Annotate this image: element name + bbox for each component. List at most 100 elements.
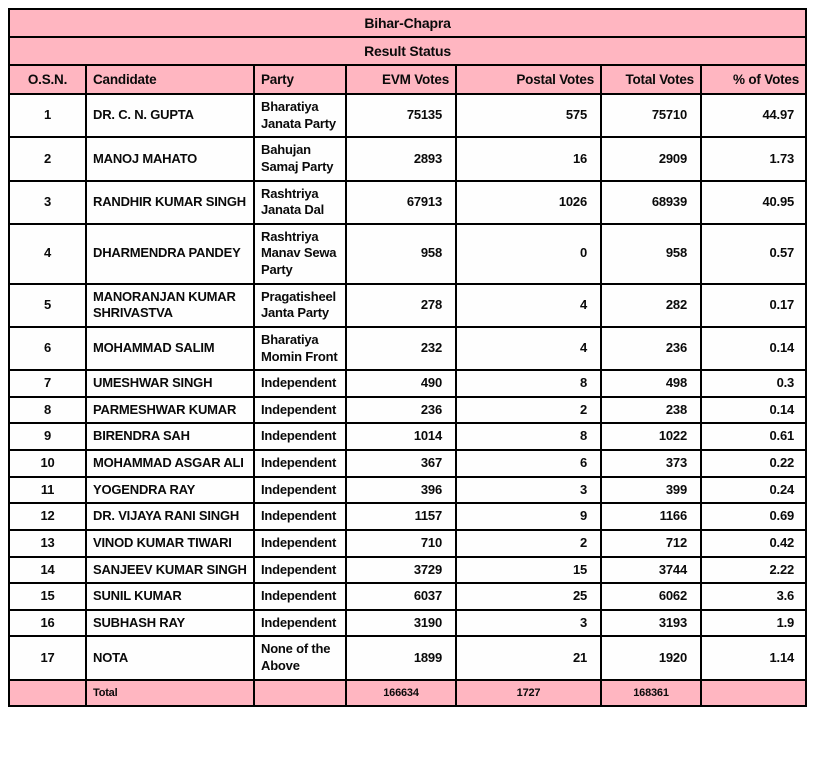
cell-pct: 1.9 (699, 608, 808, 638)
cell-candidate: UMESHWAR SINGH (85, 369, 255, 398)
cell-candidate: MANORANJAN KUMAR SHRIVASTVA (85, 282, 255, 328)
cell-pct: 0.57 (699, 222, 808, 285)
cell-pct: 0.61 (699, 422, 808, 451)
cell-postal: 4 (455, 325, 602, 372)
cell-evm: 2893 (345, 136, 457, 182)
cell-postal: 2 (455, 528, 602, 558)
cell-candidate: SUNIL KUMAR (85, 582, 255, 611)
cell-party: Rashtriya Janata Dal (253, 179, 347, 225)
cell-evm: 1899 (345, 635, 457, 681)
table-row: 1 DR. C. N. GUPTA Bharatiya Janata Party 75… (8, 92, 808, 139)
cell-postal: 2 (455, 395, 602, 425)
cell-osn: 12 (8, 502, 87, 531)
cell-total: 958 (600, 222, 702, 285)
cell-party: Independent (253, 449, 347, 478)
cell-pct: 0.24 (699, 475, 808, 505)
total-row: Total 166634 1727 168361 (8, 678, 808, 707)
table-row: 11 YOGENDRA RAY Independent 396 3 399 0.24 (8, 475, 808, 505)
table-row: 5 MANORANJAN KUMAR SHRIVASTVA Pragatisheel… (8, 282, 808, 328)
cell-evm: 232 (345, 325, 457, 372)
total-evm-votes: 166634 (345, 678, 457, 707)
cell-total: 373 (600, 449, 702, 478)
cell-candidate: BIRENDRA SAH (85, 422, 255, 451)
cell-total: 1920 (600, 635, 702, 681)
cell-postal: 8 (455, 369, 602, 398)
cell-total: 238 (600, 395, 702, 425)
cell-pct: 1.14 (699, 635, 808, 681)
page: Bihar-Chapra Result Status O.S.N. Candida… (7, 8, 808, 707)
cell-evm: 490 (345, 369, 457, 398)
cell-candidate: NOTA (85, 635, 255, 681)
results-table: Bihar-Chapra Result Status O.S.N. Candida… (7, 8, 808, 707)
cell-total: 2909 (600, 136, 702, 182)
status-row: Result Status (7, 36, 808, 66)
cell-party: Independent (253, 582, 347, 611)
cell-pct: 0.17 (699, 282, 808, 328)
cell-total: 75710 (600, 92, 702, 139)
cell-total: 3193 (600, 608, 702, 638)
cell-party: Bharatiya Janata Party (253, 92, 347, 139)
cell-pct: 2.22 (699, 555, 808, 585)
cell-evm: 236 (345, 395, 457, 425)
cell-total: 1166 (600, 502, 702, 531)
cell-total: 68939 (600, 179, 702, 225)
cell-candidate: YOGENDRA RAY (85, 475, 255, 505)
cell-total: 282 (600, 282, 702, 328)
cell-postal: 15 (455, 555, 602, 585)
cell-osn: 17 (8, 635, 87, 681)
status-title: Result Status (7, 36, 808, 66)
table-row: 14 SANJEEV KUMAR SINGH Independent 3729 15 37… (8, 555, 808, 585)
page-title: Bihar-Chapra (7, 8, 808, 38)
title-row: Bihar-Chapra (7, 8, 808, 38)
cell-postal: 25 (455, 582, 602, 611)
cell-postal: 4 (455, 282, 602, 328)
cell-postal: 3 (455, 608, 602, 638)
cell-pct: 0.3 (699, 369, 808, 398)
cell-party: Pragatisheel Janta Party (253, 282, 347, 328)
cell-evm: 3729 (345, 555, 457, 585)
cell-party: None of the Above (253, 635, 347, 681)
cell-osn: 5 (8, 282, 87, 328)
table-row: 2 MANOJ MAHATO Bahujan Samaj Party 2893 16 29… (8, 136, 808, 182)
column-header-candidate: Candidate (85, 64, 255, 95)
cell-party: Independent (253, 422, 347, 451)
cell-evm: 958 (345, 222, 457, 285)
table-row: 7 UMESHWAR SINGH Independent 490 8 498 0.3 (8, 369, 808, 398)
cell-evm: 3190 (345, 608, 457, 638)
cell-osn: 3 (8, 179, 87, 225)
table-row: 12 DR. VIJAYA RANI SINGH Independent 1157 9 1… (8, 502, 808, 531)
cell-candidate: VINOD KUMAR TIWARI (85, 528, 255, 558)
table-row: 8 PARMESHWAR KUMAR Independent 236 2 238 0.14 (8, 395, 808, 425)
table-row: 17 NOTA None of the Above 1899 21 1920 1.14 (8, 635, 808, 681)
cell-osn: 15 (8, 582, 87, 611)
cell-party: Independent (253, 475, 347, 505)
cell-osn: 9 (8, 422, 87, 451)
cell-evm: 710 (345, 528, 457, 558)
column-header-postal: Postal Votes (455, 64, 602, 95)
cell-party: Independent (253, 528, 347, 558)
cell-evm: 75135 (345, 92, 457, 139)
column-header-row: O.S.N. Candidate Party EVM Votes Postal Vote… (8, 64, 808, 95)
cell-pct: 0.22 (699, 449, 808, 478)
cell-osn: 1 (8, 92, 87, 139)
cell-osn: 2 (8, 136, 87, 182)
cell-osn: 13 (8, 528, 87, 558)
column-header-party: Party (253, 64, 347, 95)
cell-evm: 278 (345, 282, 457, 328)
cell-candidate: SANJEEV KUMAR SINGH (85, 555, 255, 585)
cell-total: 1022 (600, 422, 702, 451)
table-row: 4 DHARMENDRA PANDEY Rashtriya Manav Sewa P… (8, 222, 808, 285)
cell-postal: 0 (455, 222, 602, 285)
cell-osn: 11 (8, 475, 87, 505)
cell-candidate: RANDHIR KUMAR SINGH (85, 179, 255, 225)
cell-osn: 16 (8, 608, 87, 638)
cell-osn: 14 (8, 555, 87, 585)
cell-postal: 1026 (455, 179, 602, 225)
cell-party: Independent (253, 555, 347, 585)
cell-party: Rashtriya Manav Sewa Party (253, 222, 347, 285)
cell-total: 399 (600, 475, 702, 505)
total-pct-cell (699, 678, 808, 707)
cell-postal: 9 (455, 502, 602, 531)
cell-osn: 8 (8, 395, 87, 425)
cell-total: 236 (600, 325, 702, 372)
